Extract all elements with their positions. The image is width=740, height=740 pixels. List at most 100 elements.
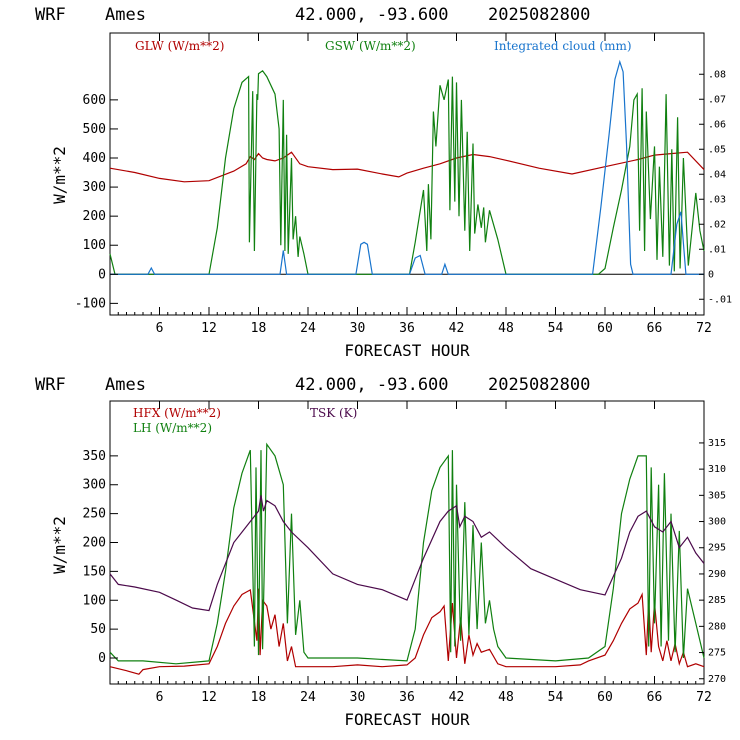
x-tick-label: 48	[498, 690, 514, 705]
y-tick-label: 300	[83, 478, 106, 493]
chart2-header-coords: 42.000, -93.600	[295, 375, 449, 395]
x-tick-label: 36	[399, 321, 415, 336]
x-tick-label: 48	[498, 321, 514, 336]
y-tick-label: 250	[83, 507, 106, 522]
chart2: 6 12 18 24 30 36 42 48 54 60 66 72 0 50 100 150 200 250 3…	[50, 400, 726, 729]
x-tick-label: 60	[597, 690, 613, 705]
x-tick-label: 42	[449, 690, 465, 705]
chart1-legend-glw: GLW (W/m**2)	[135, 39, 224, 53]
chart2-xlabel: FORECAST HOUR	[344, 710, 470, 729]
chart1-frame	[109, 32, 705, 316]
right-tick-label: .05	[708, 144, 726, 155]
right-tick-label: 305	[708, 490, 726, 501]
x-tick-label: 60	[597, 321, 613, 336]
chart1: 6 12 18 24 30 36 42 48 54 60 66 72 -100 0 100 200 300 40…	[50, 32, 732, 360]
x-tick-label: 18	[251, 321, 267, 336]
y-tick-label: 300	[83, 180, 106, 195]
right-tick-label: .08	[708, 69, 726, 80]
series-line-integrated	[110, 59, 704, 275]
right-tick-label: 285	[708, 595, 726, 606]
chart2-legend-tsk: TSK (K)	[310, 406, 357, 420]
y-tick-label: 200	[83, 209, 106, 224]
chart1-right-axis: -.01 0 .01 .02 .03 .04 .05 .06 .07 .08	[699, 69, 732, 305]
chart2-plot-area	[109, 442, 705, 675]
right-tick-label: .02	[708, 219, 726, 230]
x-tick-label: 12	[201, 321, 217, 336]
y-tick-label: -100	[75, 296, 106, 311]
chart1-header: WRF Ames 42.000, -93.600 2025082800	[35, 5, 590, 25]
x-tick-label: 30	[350, 321, 366, 336]
right-tick-label: .06	[708, 119, 726, 130]
right-tick-label: .03	[708, 194, 726, 205]
y-tick-label: 0	[98, 267, 106, 282]
chart2-header-init: 2025082800	[488, 375, 590, 395]
x-tick-label: 66	[647, 690, 663, 705]
x-tick-label: 42	[449, 321, 465, 336]
chart2-legend-lh: LH (W/m**2)	[133, 421, 212, 435]
chart2-y-axis: 0 50 100 150 200 250 300 350	[83, 449, 118, 666]
chart2-legend-hfx: HFX (W/m**2)	[133, 406, 221, 420]
series-line-glw	[109, 151, 705, 183]
y-tick-label: 100	[83, 238, 106, 253]
right-tick-label: 295	[708, 543, 726, 554]
x-tick-label: 30	[350, 690, 366, 705]
right-tick-label: .01	[708, 244, 726, 255]
right-tick-label: -.01	[708, 294, 732, 305]
chart1-plot-area	[109, 59, 705, 275]
series-line-gsw	[109, 69, 705, 275]
chart1-x-axis: 6 12 18 24 30 36 42 48 54 60 66 72	[117, 33, 712, 336]
chart1-legend-cloud: Integrated cloud (mm)	[494, 39, 632, 53]
y-tick-label: 350	[83, 449, 106, 464]
x-tick-label: 6	[156, 321, 164, 336]
x-tick-label: 72	[696, 690, 712, 705]
y-tick-label: 50	[90, 622, 106, 637]
right-tick-label: 275	[708, 648, 726, 659]
y-tick-label: 0	[98, 651, 106, 666]
y-tick-label: 100	[83, 593, 106, 608]
right-tick-label: 315	[708, 438, 726, 449]
right-tick-label: 290	[708, 569, 726, 580]
y-tick-label: 150	[83, 564, 106, 579]
chart1-legend-gsw: GSW (W/m**2)	[325, 39, 416, 53]
x-tick-label: 18	[251, 690, 267, 705]
right-tick-label: .07	[708, 94, 726, 105]
right-tick-label: 270	[708, 674, 726, 685]
y-tick-label: 200	[83, 536, 106, 551]
x-tick-label: 24	[300, 321, 316, 336]
chart2-legend: HFX (W/m**2) LH (W/m**2) TSK (K)	[133, 406, 357, 435]
chart2-ylabel: W/m**2	[50, 516, 69, 574]
chart1-header-coords: 42.000, -93.600	[295, 5, 449, 25]
chart1-header-site: Ames	[105, 5, 146, 25]
x-tick-label: 54	[548, 690, 564, 705]
chart2-x-axis: 6 12 18 24 30 36 42 48 54 60 66 72	[117, 401, 712, 705]
x-tick-label: 24	[300, 690, 316, 705]
chart1-header-model: WRF	[35, 5, 66, 25]
chart1-ylabel: W/m**2	[50, 146, 69, 204]
chart2-header-site: Ames	[105, 375, 146, 395]
series-line-lh	[109, 442, 705, 665]
x-tick-label: 6	[156, 690, 164, 705]
y-tick-label: 500	[83, 122, 106, 137]
y-tick-label: 600	[83, 93, 106, 108]
x-tick-label: 54	[548, 321, 564, 336]
right-tick-label: 280	[708, 621, 726, 632]
chart2-header-model: WRF	[35, 375, 66, 395]
chart2-right-axis: 270 275 280 285 290 295 300 305 310 315	[699, 438, 726, 685]
x-tick-label: 12	[201, 690, 217, 705]
x-tick-label: 66	[647, 321, 663, 336]
right-tick-label: 300	[708, 517, 726, 528]
chart1-legend: GLW (W/m**2) GSW (W/m**2) Integrated clo…	[135, 39, 632, 53]
right-tick-label: 310	[708, 464, 726, 475]
chart1-header-init: 2025082800	[488, 5, 590, 25]
chart1-xlabel: FORECAST HOUR	[344, 341, 470, 360]
x-tick-label: 72	[696, 321, 712, 336]
chart1-y-axis: -100 0 100 200 300 400 500 600	[75, 93, 118, 311]
right-tick-label: 0	[708, 269, 714, 280]
right-tick-label: .04	[708, 169, 726, 180]
series-line-tsk	[109, 495, 705, 612]
chart2-frame	[109, 400, 705, 685]
chart2-header: WRF Ames 42.000, -93.600 2025082800	[35, 375, 590, 395]
x-tick-label: 36	[399, 690, 415, 705]
y-tick-label: 400	[83, 151, 106, 166]
